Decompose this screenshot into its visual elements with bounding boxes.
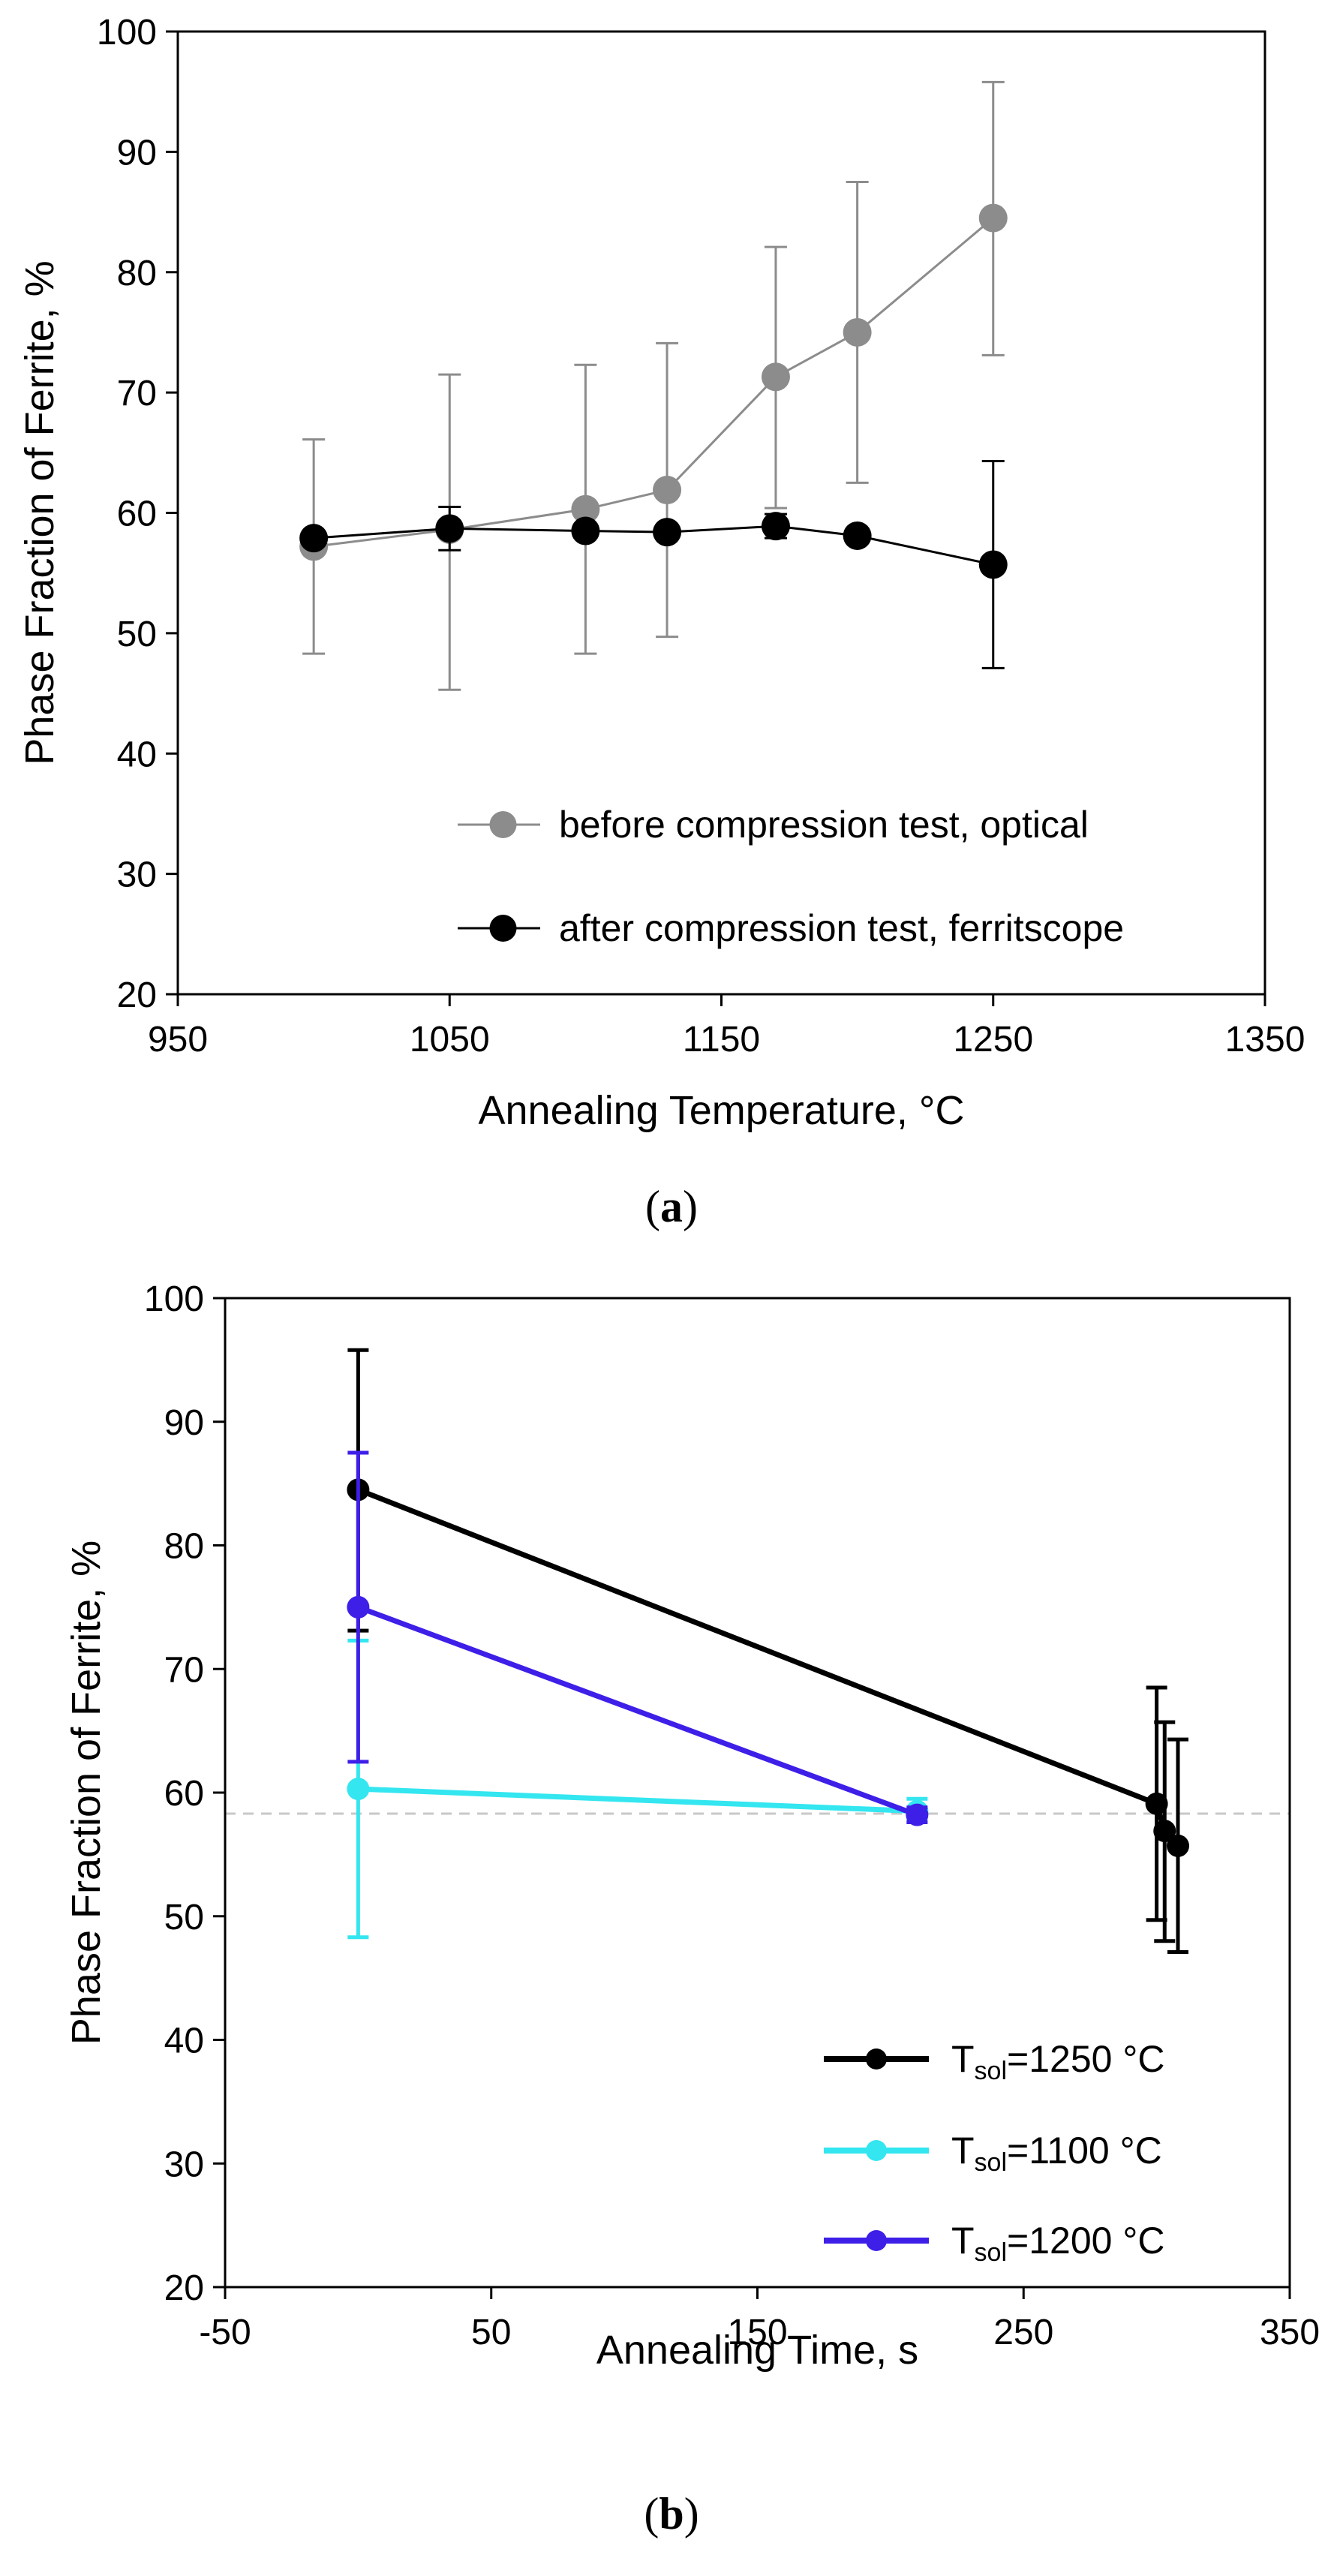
- x-tick-label: 250: [993, 2313, 1053, 2352]
- data-point: [1145, 1792, 1168, 1815]
- axis-ticks: 20 30 40 50 60 70 80 90 100 950 1050 1150 1250 1350: [97, 13, 1305, 1060]
- axis-ticks: 20 30 40 50 60 70 80 90 100 -50 50 150 250 350: [144, 1279, 1320, 2352]
- x-tick-label: 950: [148, 1020, 208, 1060]
- chart-panel-a: 20 30 40 50 60 70 80 90 100 950 1050 1150 1250 1350 A…: [17, 13, 1305, 1231]
- legend-label-main: T: [951, 2220, 975, 2262]
- data-point: [571, 516, 600, 546]
- y-tick-label: 50: [117, 615, 157, 654]
- y-tick-label: 40: [164, 2021, 204, 2061]
- series-line: [313, 217, 994, 548]
- data-point: [843, 317, 872, 347]
- data-series: [299, 80, 1008, 691]
- legend-label: Tsol=1100 °C: [951, 2130, 1162, 2177]
- panel-label-letter: b: [659, 2489, 684, 2538]
- data-point: [978, 550, 1008, 579]
- legend-label-suffix: =1200 °C: [1007, 2220, 1164, 2262]
- x-tick-label: 1350: [1225, 1020, 1305, 1060]
- legend-label: after compression test, ferritscope: [559, 907, 1124, 949]
- legend-item: after compression test, ferritscope: [458, 907, 1124, 949]
- legend-item: Tsol=1100 °C: [824, 2130, 1162, 2177]
- legend-label: Tsol=1250 °C: [951, 2038, 1164, 2085]
- panel-label-a: (a): [645, 1182, 698, 1231]
- legend-label-subscript: sol: [975, 2057, 1007, 2085]
- series: [299, 80, 1008, 691]
- data-point: [1153, 1820, 1176, 1843]
- y-tick-label: 90: [117, 133, 157, 173]
- legend-label-subscript: sol: [975, 2148, 1007, 2177]
- data-point: [347, 1778, 370, 1801]
- chart-panel-b: 20 30 40 50 60 70 80 90 100 -50 50 150 250 350 Anneal…: [64, 1279, 1320, 2538]
- x-tick-label: -50: [199, 2313, 251, 2352]
- legend-marker: [866, 2048, 887, 2070]
- y-tick-label: 70: [117, 374, 157, 413]
- data-series: [347, 1348, 1190, 1955]
- data-point: [435, 514, 464, 543]
- data-point: [299, 524, 329, 553]
- plot-area-frame: [176, 30, 1266, 996]
- y-tick-label: 40: [117, 735, 157, 774]
- series-line: [358, 1786, 918, 1814]
- legend-label-main: T: [951, 2038, 975, 2080]
- data-point: [653, 476, 682, 505]
- panel-label-letter: a: [660, 1182, 683, 1231]
- data-point: [761, 512, 790, 541]
- y-axis-label: Phase Fraction of Ferrite, %: [64, 1540, 109, 2045]
- data-point: [906, 1803, 929, 1826]
- legend-label: Tsol=1200 °C: [951, 2220, 1164, 2267]
- x-tick-label: 1250: [953, 1020, 1033, 1060]
- x-tick-label: 150: [727, 2313, 787, 2352]
- x-axis-label: Annealing Time, s: [596, 2328, 918, 2373]
- data-point: [1167, 1834, 1190, 1857]
- y-tick-label: 80: [164, 1527, 204, 1567]
- legend-label-main: T: [951, 2130, 975, 2172]
- y-tick-label: 60: [117, 494, 157, 534]
- x-tick-label: 1050: [410, 1020, 490, 1060]
- data-point: [571, 494, 600, 524]
- legend-marker: [866, 2140, 887, 2161]
- panel-label-b: (b): [644, 2489, 699, 2538]
- y-tick-label: 20: [117, 975, 157, 1015]
- legend-item: Tsol=1250 °C: [824, 2038, 1164, 2085]
- legend-label-suffix: =1100 °C: [1007, 2130, 1162, 2172]
- legend-label-suffix: =1250 °C: [1007, 2038, 1164, 2080]
- x-tick-label: 1150: [683, 1020, 760, 1060]
- data-point: [761, 362, 790, 392]
- legend: before compression test, optical after co…: [458, 804, 1124, 949]
- y-tick-label: 30: [164, 2145, 204, 2184]
- y-tick-label: 70: [164, 1650, 204, 1690]
- series-line: [357, 1604, 918, 1817]
- y-tick-label: 60: [164, 1774, 204, 1814]
- y-tick-label: 100: [97, 13, 157, 53]
- y-tick-label: 30: [117, 855, 157, 895]
- legend-label: before compression test, optical: [559, 804, 1089, 846]
- x-tick-label: 50: [471, 2313, 511, 2352]
- legend-item: before compression test, optical: [458, 804, 1089, 846]
- x-axis-label: Annealing Temperature, °C: [479, 1088, 965, 1133]
- y-tick-label: 50: [164, 1898, 204, 1937]
- data-point: [978, 203, 1008, 233]
- y-tick-label: 20: [164, 2268, 204, 2308]
- x-tick-label: 350: [1260, 2313, 1320, 2352]
- series: [299, 460, 1008, 669]
- data-point: [653, 518, 682, 547]
- y-axis-label: Phase Fraction of Ferrite, %: [17, 260, 62, 765]
- legend-item: Tsol=1200 °C: [824, 2220, 1164, 2267]
- legend-label-subscript: sol: [975, 2238, 1007, 2267]
- legend-marker: [866, 2230, 887, 2251]
- series: [347, 1450, 929, 1826]
- data-point: [843, 521, 872, 550]
- data-point: [347, 1595, 370, 1619]
- y-tick-label: 90: [164, 1403, 204, 1443]
- legend-marker: [489, 811, 517, 838]
- y-tick-label: 80: [117, 254, 157, 293]
- legend-marker: [489, 915, 517, 942]
- y-tick-label: 100: [144, 1279, 204, 1319]
